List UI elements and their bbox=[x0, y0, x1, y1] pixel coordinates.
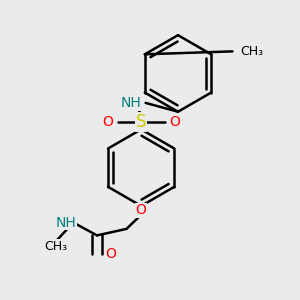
Text: S: S bbox=[136, 113, 146, 131]
Text: CH₃: CH₃ bbox=[44, 240, 67, 253]
Text: NH: NH bbox=[121, 96, 141, 110]
Text: O: O bbox=[103, 115, 113, 129]
Text: O: O bbox=[136, 203, 147, 218]
Text: NH: NH bbox=[56, 216, 76, 230]
Text: O: O bbox=[105, 247, 116, 261]
Text: CH₃: CH₃ bbox=[240, 45, 263, 58]
Text: O: O bbox=[169, 115, 180, 129]
